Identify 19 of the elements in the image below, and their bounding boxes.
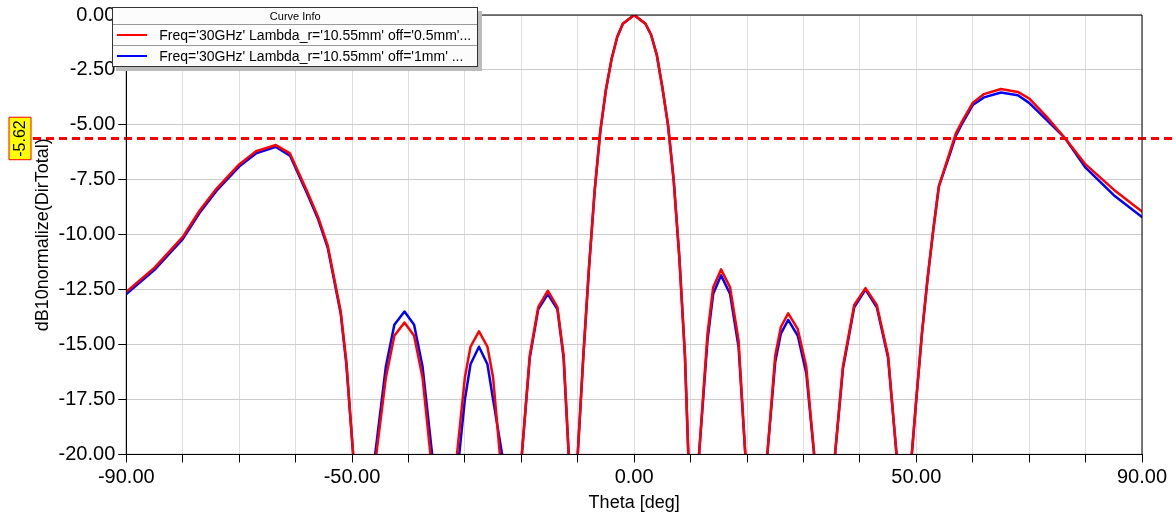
y-tick-label: -7.50 (69, 167, 116, 190)
y-tick-label: -12.50 (58, 277, 116, 300)
x-tick-label: 90.00 (1116, 464, 1168, 487)
y-tick-label: -20.00 (58, 441, 116, 464)
legend-title: Curve Info (269, 10, 321, 22)
x-axis-title: Theta [deg] (588, 492, 680, 513)
y-tick-label: -15.00 (58, 332, 116, 355)
x-tick-label: -90.00 (97, 464, 155, 487)
y-tick-label: -5.00 (69, 112, 116, 135)
x-tick-label: 50.00 (891, 464, 942, 487)
y-tick-label: -10.00 (58, 222, 116, 245)
legend-label: Freq='30GHz' Lambda_r='10.55mm' off='1mm' ... (159, 48, 464, 64)
ref-line-label: -5.62 (11, 120, 29, 157)
y-axis-title: dB10normalize(DirTotal) (31, 138, 52, 332)
y-tick-label: -2.50 (69, 57, 116, 80)
legend-label: Freq='30GHz' Lambda_r='10.55mm' off='0.5mm'... (159, 27, 472, 43)
x-tick-label: -50.00 (323, 464, 381, 487)
y-tick-label: -17.50 (58, 386, 116, 409)
x-tick-label: 0.00 (614, 464, 654, 487)
